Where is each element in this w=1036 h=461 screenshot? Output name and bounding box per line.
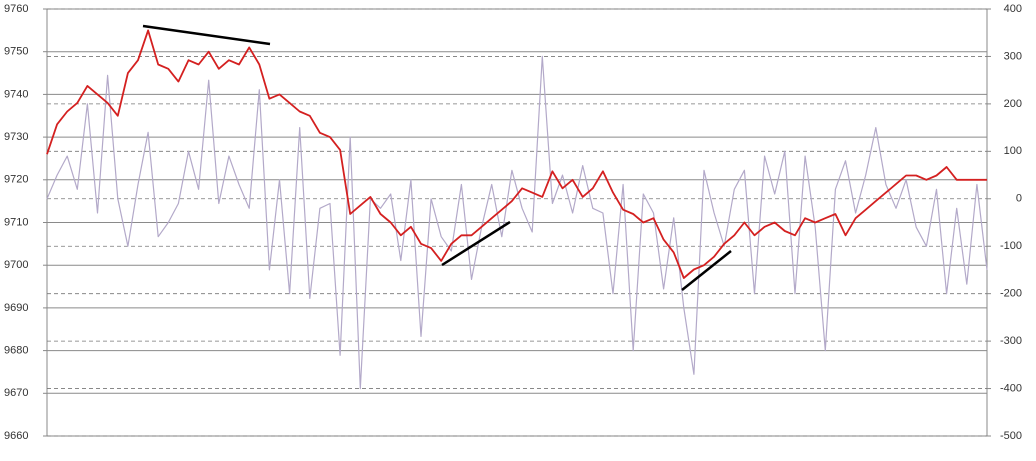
y2-tick-label: -100 xyxy=(1000,240,1022,252)
secondary-line xyxy=(46,55,988,390)
y-tick-label: 9700 xyxy=(4,259,28,271)
y2-tick-label: -400 xyxy=(1000,382,1022,394)
y-tick-label: 9670 xyxy=(4,387,28,399)
y-tick-label: 9720 xyxy=(4,174,28,186)
trend-line xyxy=(681,250,732,291)
y-tick-label: 9750 xyxy=(4,46,28,58)
y-tick-label: 9760 xyxy=(4,3,28,15)
trend-line xyxy=(441,220,511,267)
y-tick-label: 9740 xyxy=(4,88,28,100)
y-tick-label: 9730 xyxy=(4,131,28,143)
primary-line xyxy=(46,29,987,279)
y2-tick-label: 400 xyxy=(1004,3,1022,15)
trend-line xyxy=(142,24,271,46)
y2-tick-label: 100 xyxy=(1004,145,1022,157)
y-tick-label: 9660 xyxy=(4,430,28,442)
y2-tick-label: 300 xyxy=(1004,50,1022,62)
y2-tick-label: -200 xyxy=(1000,288,1022,300)
marks: 9660 9670 9680 9690 9700 9710 9720 9730 9740 9750… xyxy=(4,3,1022,442)
y2-tick-label: 0 xyxy=(1016,193,1022,205)
y2-tick-label: 200 xyxy=(1004,98,1022,110)
y2-tick-label: -500 xyxy=(1000,430,1022,442)
y-tick-label: 9680 xyxy=(4,345,28,357)
y2-tick-label: -300 xyxy=(1000,335,1022,347)
y-tick-label: 9710 xyxy=(4,216,28,228)
y-tick-label: 9690 xyxy=(4,302,28,314)
